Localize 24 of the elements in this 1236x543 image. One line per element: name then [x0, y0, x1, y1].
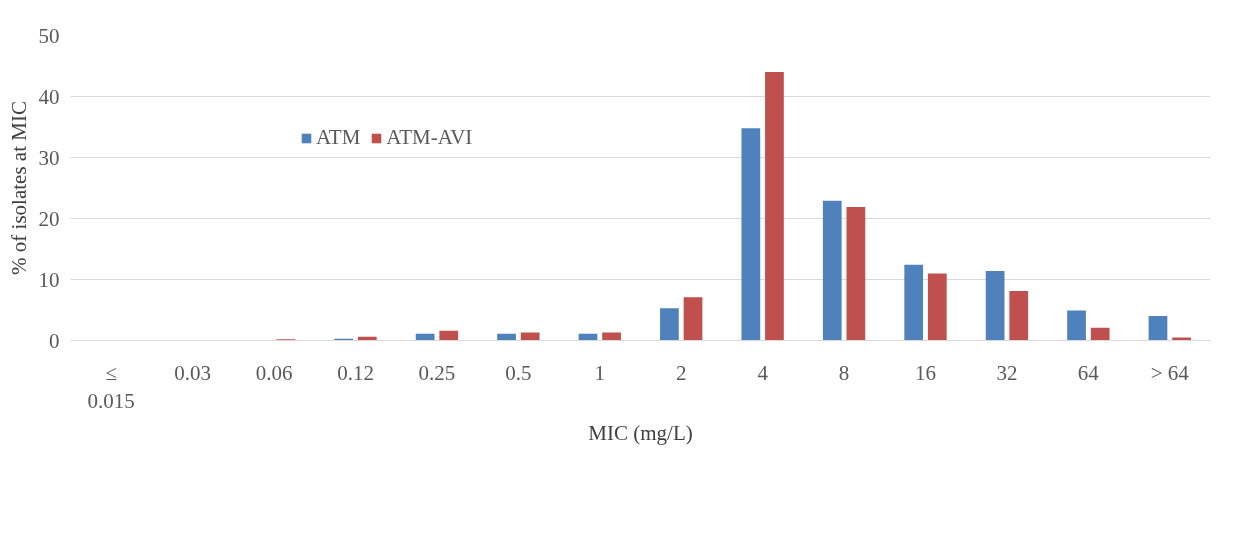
x-tick-label: 4 — [757, 360, 769, 385]
y-tick-label: 0 — [49, 328, 60, 353]
y-tick-label: 50 — [38, 23, 60, 48]
y-tick-label: 10 — [38, 267, 60, 292]
y-tick-label: 20 — [38, 206, 60, 231]
x-tick-label: 0.06 — [255, 360, 293, 385]
x-tick-label: ≤ 0.015 — [87, 360, 135, 414]
x-tick-label: 8 — [838, 360, 850, 385]
y-tick-label: 30 — [38, 145, 60, 170]
x-tick-label: 0.25 — [418, 360, 456, 385]
x-tick-label: 32 — [996, 360, 1018, 385]
x-tick-label: 0.12 — [337, 360, 374, 385]
x-tick-label: 64 — [1077, 360, 1100, 385]
x-tick-label: 1 — [594, 360, 606, 385]
x-tick-label: 0.03 — [174, 360, 212, 385]
x-tick-label: > 64 — [1150, 360, 1190, 385]
x-tick-label: 2 — [675, 360, 687, 385]
x-axis-title: MIC (mg/L) — [588, 421, 693, 446]
y-axis-title: % of isolates at MIC — [6, 101, 31, 275]
legend-label: ATM — [316, 125, 361, 150]
x-tick-label: 0.5 — [505, 360, 532, 385]
y-tick-label: 40 — [38, 84, 60, 109]
x-tick-label: 16 — [915, 360, 936, 385]
legend-label: ATM-AVI — [386, 125, 473, 150]
